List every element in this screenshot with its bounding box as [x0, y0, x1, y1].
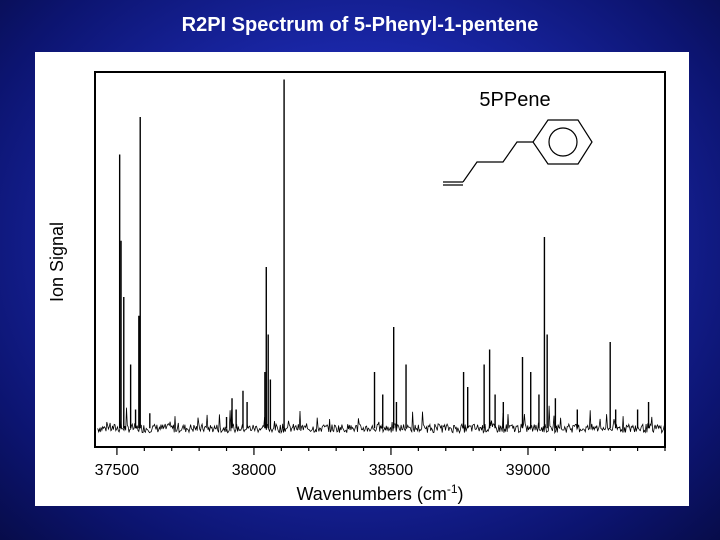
chart-panel: 37500 38000 38500 39000 5PPene Wavenumbers … [35, 52, 689, 506]
x-axis-label-main: Wavenumbers (cm [296, 484, 446, 504]
peak-lines [118, 79, 650, 429]
x-tick-label: 37500 [95, 462, 140, 479]
x-axis-label-close: ) [458, 484, 464, 504]
x-tick-label: 39000 [506, 462, 551, 479]
plot-frame [94, 71, 666, 448]
x-tick-label: 38500 [369, 462, 414, 479]
spectrum-chart: 37500 38000 38500 39000 5PPene Wavenumbers … [47, 71, 666, 504]
x-ticks [116, 447, 666, 455]
x-tick-label: 38000 [232, 462, 277, 479]
x-tick-labels: 37500 38000 38500 39000 [95, 462, 551, 479]
benzene-ring [532, 119, 593, 165]
slide-title: R2PI Spectrum of 5-Phenyl-1-pentene [181, 14, 539, 36]
alkyl-chain [462, 141, 533, 183]
spectrum-trace [97, 405, 665, 435]
molecule-label: 5PPene [479, 89, 550, 111]
aromatic-circle [548, 127, 578, 157]
x-axis-label: Wavenumbers (cm-1) [296, 482, 463, 504]
molecule-structure [443, 119, 593, 186]
y-axis-label: Ion Signal [47, 222, 67, 302]
x-axis-label-sup: -1 [447, 482, 458, 496]
